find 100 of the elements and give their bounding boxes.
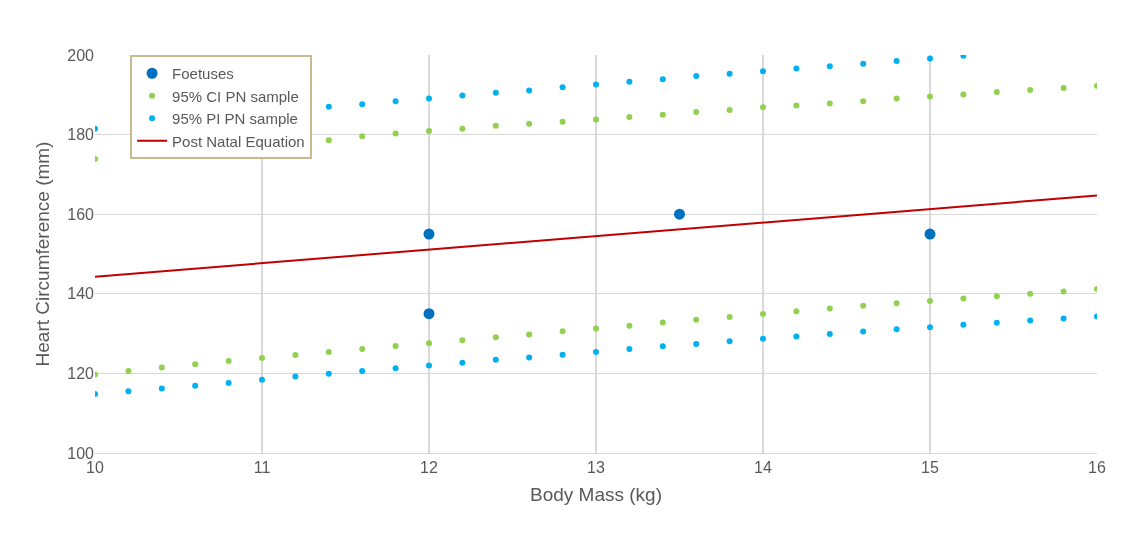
legend-label: Post Natal Equation <box>172 132 305 150</box>
point <box>392 130 399 137</box>
point <box>626 114 633 121</box>
point <box>492 89 499 96</box>
point <box>423 308 435 320</box>
point <box>893 95 900 102</box>
point <box>693 108 700 115</box>
point <box>526 354 533 361</box>
point <box>492 122 499 129</box>
point <box>459 125 466 132</box>
y-tick-label: 120 <box>67 365 95 382</box>
point <box>593 325 599 332</box>
point <box>1027 87 1034 94</box>
point <box>693 340 700 347</box>
point <box>659 111 666 118</box>
point <box>993 293 1000 300</box>
y-tick-label: 140 <box>67 285 95 303</box>
point <box>459 359 466 366</box>
point <box>492 356 499 363</box>
point <box>1060 315 1067 322</box>
x-tick-label: 14 <box>754 459 772 477</box>
point <box>325 137 332 144</box>
point <box>927 55 933 62</box>
point <box>325 370 332 377</box>
point <box>359 368 366 375</box>
point <box>860 328 867 335</box>
x-tick-label: 15 <box>921 459 939 477</box>
x-tick-label: 11 <box>253 459 271 477</box>
point <box>1027 317 1034 324</box>
point <box>793 333 800 340</box>
point <box>860 60 867 67</box>
point <box>559 328 566 335</box>
point <box>659 76 666 83</box>
point <box>674 208 685 220</box>
point <box>626 346 633 353</box>
point <box>359 133 366 140</box>
point <box>826 63 833 70</box>
point <box>158 385 165 392</box>
point <box>423 228 435 240</box>
point <box>693 73 700 80</box>
point <box>426 128 432 135</box>
point <box>793 65 800 72</box>
point <box>125 388 132 395</box>
point <box>826 331 833 337</box>
point <box>793 308 800 315</box>
point <box>626 78 633 85</box>
legend-label: Foetuses <box>172 65 234 83</box>
y-tick-label: 200 <box>67 46 95 64</box>
point <box>960 295 967 302</box>
point <box>526 120 533 127</box>
point <box>726 106 733 113</box>
point <box>359 101 366 108</box>
legend-label: 95% CI PN sample <box>172 87 299 105</box>
point <box>760 335 766 342</box>
point <box>760 311 766 318</box>
point <box>593 116 599 123</box>
point <box>125 368 132 375</box>
legend-label: 95% PI PN sample <box>172 110 298 128</box>
point <box>259 376 265 383</box>
point <box>325 103 332 110</box>
point <box>392 342 399 349</box>
point <box>826 305 833 312</box>
point <box>292 373 299 380</box>
x-tick-label: 16 <box>1088 459 1106 477</box>
point <box>192 361 199 368</box>
point <box>526 87 533 94</box>
point <box>760 104 766 111</box>
point <box>225 379 232 386</box>
point <box>993 319 1000 326</box>
point <box>960 91 967 98</box>
point <box>793 102 800 109</box>
point <box>893 300 900 307</box>
point <box>826 100 833 107</box>
point <box>927 297 933 304</box>
point <box>860 302 867 309</box>
point <box>1027 290 1034 297</box>
point <box>927 324 933 331</box>
point <box>426 95 432 102</box>
point <box>726 70 733 77</box>
point <box>593 348 599 355</box>
point <box>659 343 666 350</box>
y-axis-title: Heart Circumference (mm) <box>32 141 54 367</box>
point <box>693 316 700 323</box>
point <box>960 321 967 328</box>
point <box>459 337 466 344</box>
point <box>559 84 566 91</box>
y-tick-label: 180 <box>67 126 95 144</box>
point <box>259 354 265 361</box>
point <box>492 334 499 341</box>
x-tick-label: 13 <box>587 459 605 477</box>
y-tick-label: 160 <box>67 205 95 223</box>
point <box>626 322 633 329</box>
point <box>292 352 299 359</box>
point <box>593 81 599 88</box>
point <box>158 364 165 371</box>
point <box>893 326 900 333</box>
point <box>559 118 566 125</box>
point <box>726 313 733 320</box>
point <box>1060 288 1067 295</box>
point <box>993 89 1000 96</box>
